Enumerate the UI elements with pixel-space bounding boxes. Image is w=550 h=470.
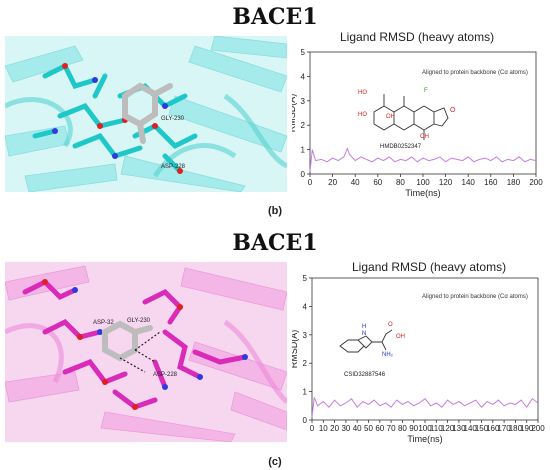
structure-label-oh-2: OH <box>420 134 429 140</box>
x-tick-label: 160 <box>486 424 500 433</box>
structure-label-ho-2: HO <box>358 112 367 118</box>
rmsd-series-line <box>309 146 537 172</box>
y-tick-label: 1 <box>303 388 308 397</box>
panel-c-label: (c) <box>268 456 282 468</box>
x-tick-label: 200 <box>531 424 545 433</box>
y-axis-label: RMSD(Å) <box>292 94 297 133</box>
y-axis-label: RMSD(Å) <box>292 330 299 369</box>
chart-title: Ligand RMSD (heavy atoms) <box>340 30 495 44</box>
x-tick-label: 180 <box>509 424 523 433</box>
x-tick-label: 190 <box>520 424 534 433</box>
x-tick-label: 20 <box>328 178 337 187</box>
x-tick-label: 170 <box>497 424 511 433</box>
x-tick-label: 0 <box>308 178 313 187</box>
chart-note: Aligned to protein backbone (Cα atoms) <box>422 70 528 76</box>
x-tick-label: 0 <box>310 424 315 433</box>
panel-c-protein-render: ASP-32 GLY-230 ASP-228 <box>5 262 287 442</box>
x-tick-label: 40 <box>351 178 360 187</box>
rmsd-series-line <box>311 397 539 418</box>
y-tick-label: 3 <box>301 97 306 106</box>
x-axis-label: Time(ns) <box>405 188 440 198</box>
structure-label-oh-1: OH <box>386 114 395 120</box>
y-tick-label: 5 <box>301 48 306 57</box>
x-tick-label: 80 <box>398 424 407 433</box>
chart-title: Ligand RMSD (heavy atoms) <box>352 260 507 274</box>
x-axis-label: Time(ns) <box>407 434 442 444</box>
panel-b-protein-render: GLY-230 ASP-228 <box>5 36 287 192</box>
compound-structure-c <box>339 329 393 353</box>
x-tick-label: 120 <box>439 178 453 187</box>
structure-label-ho-1: HO <box>358 90 367 96</box>
x-tick-label: 90 <box>409 424 418 433</box>
y-tick-label: 4 <box>301 72 306 81</box>
y-tick-label: 1 <box>301 146 306 155</box>
x-tick-label: 60 <box>375 424 384 433</box>
compound-id-b: HMDB0252347 <box>380 144 422 150</box>
y-tick-label: 2 <box>303 359 308 368</box>
panel-c-title: BACE1 <box>232 230 318 256</box>
y-tick-label: 0 <box>303 416 308 425</box>
structure-label-o: O <box>450 107 456 114</box>
x-tick-label: 150 <box>475 424 489 433</box>
x-tick-label: 30 <box>341 424 350 433</box>
x-tick-label: 50 <box>364 424 373 433</box>
structure-label-f: F <box>424 88 428 94</box>
y-tick-label: 3 <box>303 331 308 340</box>
x-tick-label: 100 <box>418 424 432 433</box>
residue-label-asp228: ASP-228 <box>153 372 178 378</box>
x-tick-label: 200 <box>529 178 543 187</box>
panel-b-rmsd-chart: Ligand RMSD (heavy atoms) Aligned to pro… <box>292 30 550 200</box>
x-tick-label: 70 <box>387 424 396 433</box>
x-tick-label: 110 <box>430 424 443 433</box>
panel-b-label: (b) <box>267 205 283 217</box>
structure-label-o: O <box>388 322 393 328</box>
compound-structure-b <box>373 94 449 140</box>
x-tick-label: 60 <box>373 178 382 187</box>
structure-label-h: H <box>362 324 367 330</box>
panel-c-rmsd-chart: Ligand RMSD (heavy atoms) Aligned to pro… <box>292 258 550 448</box>
compound-id-c: CSID32887546 <box>344 372 386 378</box>
x-tick-label: 40 <box>353 424 362 433</box>
x-tick-label: 130 <box>452 424 466 433</box>
x-tick-label: 80 <box>396 178 405 187</box>
x-tick-label: 180 <box>507 178 521 187</box>
x-tick-label: 100 <box>416 178 430 187</box>
y-tick-label: 5 <box>303 274 308 283</box>
structure-label-n: N <box>362 331 367 337</box>
chart-note: Aligned to protein backbone (Cα atoms) <box>422 294 528 300</box>
x-tick-label: 120 <box>441 424 455 433</box>
y-tick-label: 2 <box>301 121 306 130</box>
panel-b-title: BACE1 <box>232 4 318 30</box>
x-tick-label: 160 <box>484 178 498 187</box>
residue-label-asp228: ASP-228 <box>161 164 186 170</box>
x-tick-label: 10 <box>319 424 328 433</box>
residue-label-asp32: ASP-32 <box>93 320 114 326</box>
residue-label-gly230: GLY-230 <box>127 318 151 324</box>
structure-label-nh2: NH₂ <box>382 352 393 358</box>
structure-label-oh: OH <box>396 334 405 340</box>
x-tick-label: 20 <box>330 424 339 433</box>
x-tick-label: 140 <box>464 424 478 433</box>
residue-label-gly230: GLY-230 <box>161 116 185 122</box>
y-tick-label: 4 <box>303 302 308 311</box>
x-tick-label: 140 <box>462 178 476 187</box>
y-tick-label: 0 <box>301 170 306 179</box>
